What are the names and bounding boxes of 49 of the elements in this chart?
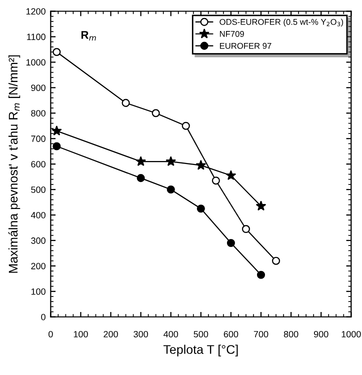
- x-tick-label: 600: [224, 331, 238, 338]
- point: [166, 156, 176, 166]
- legend-label: NF709: [220, 30, 244, 37]
- y-tick-label: 900: [31, 84, 46, 92]
- legend-label: EUROFER 97: [220, 42, 272, 49]
- y-tick-label: 500: [31, 186, 46, 193]
- y-tick-label: 400: [30, 212, 46, 218]
- x-tick-label: 1000: [342, 331, 361, 338]
- point: [272, 256, 280, 265]
- y-tick-label: 800: [31, 110, 46, 116]
- point: [122, 98, 130, 107]
- y-tick-label: 600: [31, 161, 46, 168]
- annotation: R$_{m}$: [81, 31, 96, 41]
- x-tick-label: 300: [134, 331, 148, 338]
- y-tick-label: 300: [31, 237, 46, 244]
- point: [212, 176, 220, 185]
- point: [136, 174, 145, 182]
- y-tick-label: 0: [41, 314, 46, 320]
- x-tick-label: 0: [48, 331, 53, 338]
- x-tick-label: 900: [314, 331, 328, 338]
- x-tick-label: 200: [104, 331, 118, 338]
- y-tick-label: 1200: [26, 8, 46, 15]
- point: [242, 224, 250, 234]
- point: [152, 109, 160, 118]
- point: [256, 200, 266, 211]
- x-tick-label: 700: [254, 331, 268, 338]
- y-tick-label: 100: [31, 288, 46, 295]
- x-axis-title: Teplota T [°C]: [163, 344, 238, 356]
- legend-label: ODS-EUROFER (0.5 wt-% Y$_{2}$O$_{3}$): [220, 18, 344, 27]
- x-tick-label: 400: [164, 331, 178, 338]
- x-tick-label: 500: [194, 331, 208, 338]
- point: [166, 186, 175, 194]
- point: [52, 48, 61, 56]
- y-tick-label: 200: [31, 262, 46, 270]
- point: [52, 142, 61, 150]
- point: [182, 122, 190, 130]
- point: [196, 160, 206, 170]
- point: [196, 204, 205, 213]
- point: [136, 156, 146, 166]
- point: [52, 126, 62, 136]
- y-axis-title: Maximálna pevnost' v t'ahu R$_{m}$ [N/mm²]: [8, 55, 20, 273]
- y-tick-label: 1100: [27, 34, 46, 40]
- x-tick-label: 100: [74, 331, 88, 338]
- point: [226, 238, 235, 248]
- point: [226, 170, 236, 180]
- y-tick-label: 700: [31, 136, 46, 142]
- x-tick-label: 800: [284, 331, 298, 338]
- y-tick-label: 1000: [26, 59, 46, 66]
- point: [256, 270, 266, 279]
